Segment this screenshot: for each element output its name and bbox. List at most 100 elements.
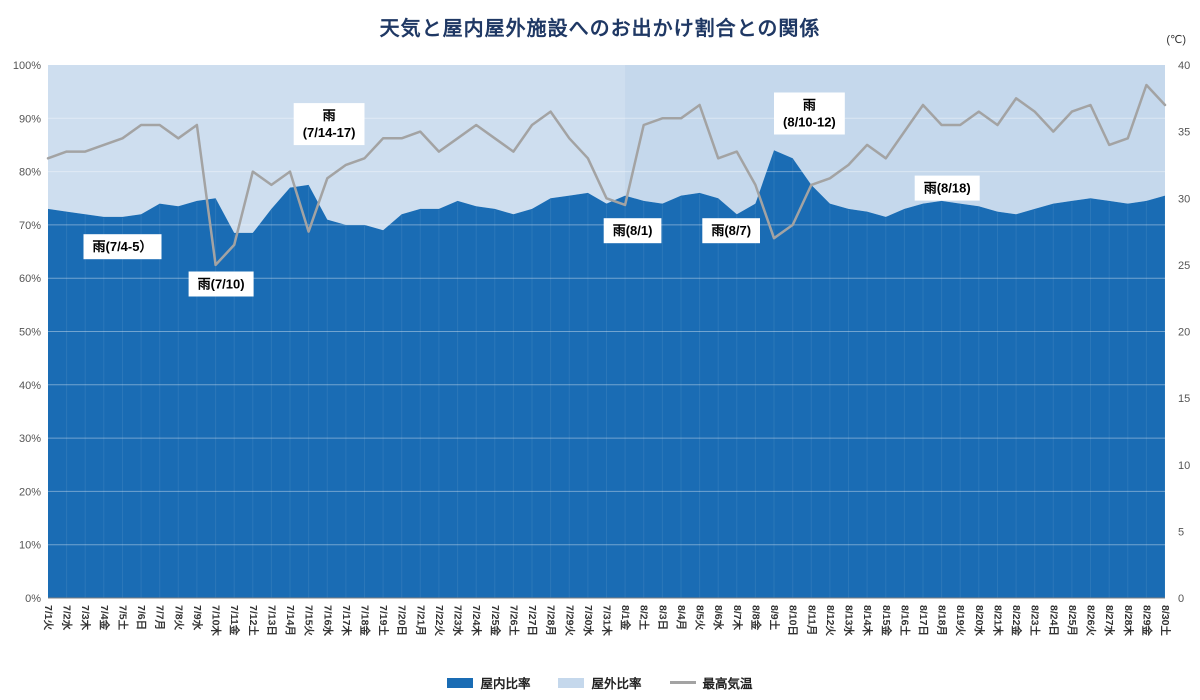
x-axis-label: 8/18月 [936,605,948,636]
x-axis-label: 8/10日 [787,605,799,636]
rain-annotation-box [83,234,162,260]
y-right-tick-label: 25 [1178,260,1190,272]
rain-annotation-text: 雨(8/1) [613,223,653,238]
x-axis-label: 7/22火 [433,605,445,636]
x-axis-label: 8/4月 [675,605,687,630]
temperature-series-swatch [669,681,696,684]
x-axis-label: 7/3木 [79,605,92,631]
outdoor-series-swatch [558,677,585,688]
y-right-tick-label: 30 [1178,193,1190,205]
x-axis-label: 8/30土 [1159,605,1172,636]
y-left-tick-label: 0% [25,593,41,605]
x-axis-label: 7/24木 [470,605,483,636]
x-axis-label: 7/8火 [172,605,184,631]
x-axis-label: 7/25金 [489,605,502,636]
x-axis-label: 7/30水 [582,605,595,636]
rain-annotation: 雨(7/4-5） [83,234,162,260]
y-right-tick-label: 35 [1178,127,1190,139]
x-axis-label: 7/31木 [601,605,614,636]
x-axis-label: 8/23土 [1029,605,1042,636]
legend-label-indoor: 屋内比率 [480,677,531,691]
x-axis-label: 7/20日 [396,605,408,636]
rain-annotation-box [914,175,980,201]
x-axis-label: 8/21木 [992,605,1005,636]
indoor-area-series [48,150,1165,599]
july-shade-overlay [48,65,626,233]
x-axis-label: 8/9土 [768,605,781,631]
legend-item-temperature: 最高気温 [669,673,753,692]
x-axis-label: 7/21月 [414,605,426,636]
x-axis-label: 8/25月 [1066,605,1078,636]
x-axis-label: 8/24日 [1047,605,1059,636]
rain-annotation: 雨(8/1) [603,218,662,244]
x-axis-label: 7/11金 [228,605,241,636]
x-axis-label: 8/16土 [898,605,911,636]
y-left-tick-label: 20% [19,486,41,498]
rain-annotation-box [188,271,254,297]
x-axis-label: 7/10木 [210,605,223,636]
x-axis-label: 7/29火 [563,605,575,636]
rain-annotation-box [293,103,365,146]
x-axis-label: 8/28木 [1122,605,1135,636]
x-axis-label: 7/23水 [452,605,465,636]
x-axis-label: 7/27日 [526,605,538,636]
x-axis-label: 8/17日 [917,605,929,636]
x-axis-label: 8/1金 [619,605,632,631]
y-left-tick-label: 100% [13,60,41,72]
y-left-tick-label: 30% [19,433,41,445]
y-left-tick-label: 90% [19,113,41,125]
x-axis-label: 8/27水 [1103,605,1116,636]
legend-label-outdoor: 屋外比率 [591,677,642,691]
x-axis-label: 8/14木 [861,605,874,636]
x-axis-label: 8/11月 [805,605,817,635]
y-right-tick-label: 0 [1178,593,1184,605]
x-axis-label: 8/3日 [656,605,668,630]
rain-annotation: 雨(8/10-12) [774,92,845,135]
x-axis-label: 8/26火 [1085,605,1097,636]
rain-annotation-box [603,218,662,244]
x-axis-label: 8/5火 [694,605,706,631]
x-axis-label: 7/16水 [321,605,334,636]
rain-annotation: 雨(7/14-17) [293,103,365,146]
x-axis-label: 8/8金 [749,605,762,631]
chart-title: 天気と屋内屋外施設へのお出かけ割合との関係 [379,18,821,40]
x-axis-label: 7/18金 [359,605,372,636]
x-axis-label: 7/2水 [61,605,74,631]
rain-annotation-box [774,92,845,135]
rain-annotation-text: 雨(7/10) [198,277,245,292]
rain-annotation-text: 雨(8/10-12) [783,98,836,130]
x-axis-label: 7/14月 [284,605,296,636]
legend-label-temperature: 最高気温 [702,677,753,691]
x-axis-label: 8/15金 [880,605,893,636]
y-right-tick-label: 5 [1178,526,1184,538]
rain-annotation-text: 雨(7/4-5） [93,239,153,254]
y-right-tick-label: 40 [1178,60,1190,72]
y-right-tick-label: 15 [1178,393,1190,405]
rain-annotation-text: 雨(8/7) [711,223,751,238]
legend-item-indoor: 屋内比率 [447,673,530,692]
x-axis-label: 7/9水 [191,605,204,631]
rain-annotation: 雨(8/18) [914,175,980,201]
y-left-tick-label: 10% [19,540,41,552]
x-axis-label: 7/15火 [303,605,315,636]
legend: 屋内比率 屋外比率 最高気温 [0,673,1200,692]
right-axis-unit-label: (℃) [1166,34,1186,46]
x-axis-label: 8/12火 [824,605,836,636]
y-right-tick-label: 10 [1178,460,1190,472]
x-axis-label: 8/19火 [954,605,966,636]
x-axis-label: 7/4金 [98,605,111,631]
x-axis-label: 7/12土 [247,605,260,636]
x-axis-label: 7/13日 [265,605,277,636]
x-axis-label: 8/2土 [638,605,651,631]
legend-item-outdoor: 屋外比率 [558,673,642,692]
rain-annotation-text: 雨(7/14-17) [303,108,356,140]
temperature-line-series [46,83,1167,267]
x-axis-label: 7/1火 [42,605,54,631]
x-axis-label: 7/5土 [117,605,130,631]
x-axis-label: 8/13水 [843,605,856,636]
x-axis-label: 7/7月 [154,605,166,630]
rain-annotation: 雨(7/10) [188,271,254,297]
x-axis-label: 7/17木 [340,605,353,636]
x-axis-label: 8/22金 [1010,605,1023,636]
